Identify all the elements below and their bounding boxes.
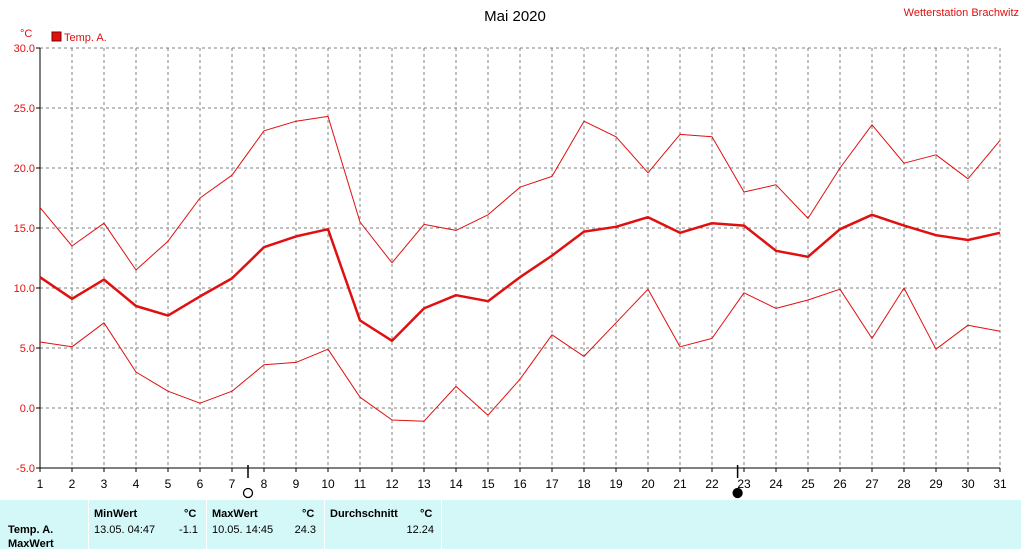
table-separator bbox=[441, 500, 442, 549]
full-moon-icon bbox=[244, 489, 253, 498]
y-tick-label: 15.0 bbox=[14, 223, 35, 235]
x-tick-label: 3 bbox=[101, 477, 108, 491]
y-axis-unit: °C bbox=[20, 28, 32, 40]
station-name: Wetterstation Brachwitz bbox=[904, 7, 1019, 19]
avg-unit: °C bbox=[420, 508, 432, 521]
table-separator bbox=[324, 500, 325, 549]
x-tick-label: 13 bbox=[417, 477, 431, 491]
x-tick-label: 2 bbox=[69, 477, 76, 491]
x-tick-label: 10 bbox=[321, 477, 335, 491]
max-unit: °C bbox=[302, 508, 314, 521]
x-tick-label: 31 bbox=[993, 477, 1007, 491]
chart-svg: Mai 2020 Wetterstation Brachwitz °C Temp… bbox=[0, 0, 1021, 500]
x-tick-label: 6 bbox=[197, 477, 204, 491]
x-tick-label: 25 bbox=[801, 477, 815, 491]
x-tick-label: 5 bbox=[165, 477, 172, 491]
legend-label: Temp. A. bbox=[64, 32, 107, 44]
min-header: MinWert bbox=[94, 508, 137, 521]
series-line-mean bbox=[40, 215, 1000, 341]
x-tick-label: 28 bbox=[897, 477, 911, 491]
max-datetime: 10.05. 14:45 bbox=[212, 524, 273, 537]
min-unit: °C bbox=[184, 508, 196, 521]
max-value: 24.3 bbox=[278, 524, 316, 537]
row-label-maxwert: MaxWert bbox=[8, 538, 54, 551]
x-tick-label: 26 bbox=[833, 477, 847, 491]
y-tick-label: -5.0 bbox=[16, 463, 35, 475]
x-tick-label: 17 bbox=[545, 477, 559, 491]
x-tick-label: 24 bbox=[769, 477, 783, 491]
max-header: MaxWert bbox=[212, 508, 258, 521]
chart-title: Mai 2020 bbox=[484, 8, 546, 25]
min-datetime: 13.05. 04:47 bbox=[94, 524, 155, 537]
x-tick-label: 18 bbox=[577, 477, 591, 491]
x-tick-label: 29 bbox=[929, 477, 943, 491]
x-tick-label: 16 bbox=[513, 477, 527, 491]
x-tick-label: 22 bbox=[705, 477, 719, 491]
temperature-chart: Mai 2020 Wetterstation Brachwitz °C Temp… bbox=[0, 0, 1021, 500]
y-tick-label: 25.0 bbox=[14, 103, 35, 115]
x-tick-label: 30 bbox=[961, 477, 975, 491]
x-tick-label: 4 bbox=[133, 477, 140, 491]
x-tick-label: 27 bbox=[865, 477, 879, 491]
x-tick-label: 12 bbox=[385, 477, 399, 491]
min-value: -1.1 bbox=[160, 524, 198, 537]
grid-lines bbox=[40, 48, 1000, 468]
table-separator bbox=[88, 500, 89, 549]
x-tick-label: 7 bbox=[229, 477, 236, 491]
new-moon-icon bbox=[733, 489, 742, 498]
row-label-temp: Temp. A. bbox=[8, 524, 53, 537]
x-tick-label: 14 bbox=[449, 477, 463, 491]
y-tick-label: 30.0 bbox=[14, 43, 35, 55]
legend-swatch bbox=[52, 32, 61, 41]
x-tick-label: 19 bbox=[609, 477, 623, 491]
x-tick-label: 15 bbox=[481, 477, 495, 491]
x-tick-label: 11 bbox=[354, 477, 367, 491]
statistics-table: Temp. A. MaxWert MinWert °C 13.05. 04:47… bbox=[0, 500, 1021, 549]
x-tick-label: 9 bbox=[293, 477, 300, 491]
y-tick-label: 5.0 bbox=[20, 343, 35, 355]
avg-value: 12.24 bbox=[380, 524, 434, 537]
y-tick-label: 20.0 bbox=[14, 163, 35, 175]
x-tick-label: 1 bbox=[37, 477, 44, 491]
y-tick-label: 10.0 bbox=[14, 283, 35, 295]
x-tick-label: 21 bbox=[673, 477, 687, 491]
x-tick-label: 20 bbox=[641, 477, 655, 491]
y-tick-label: 0.0 bbox=[20, 403, 35, 415]
table-separator bbox=[206, 500, 207, 549]
avg-header: Durchschnitt bbox=[330, 508, 398, 521]
x-tick-label: 8 bbox=[261, 477, 268, 491]
